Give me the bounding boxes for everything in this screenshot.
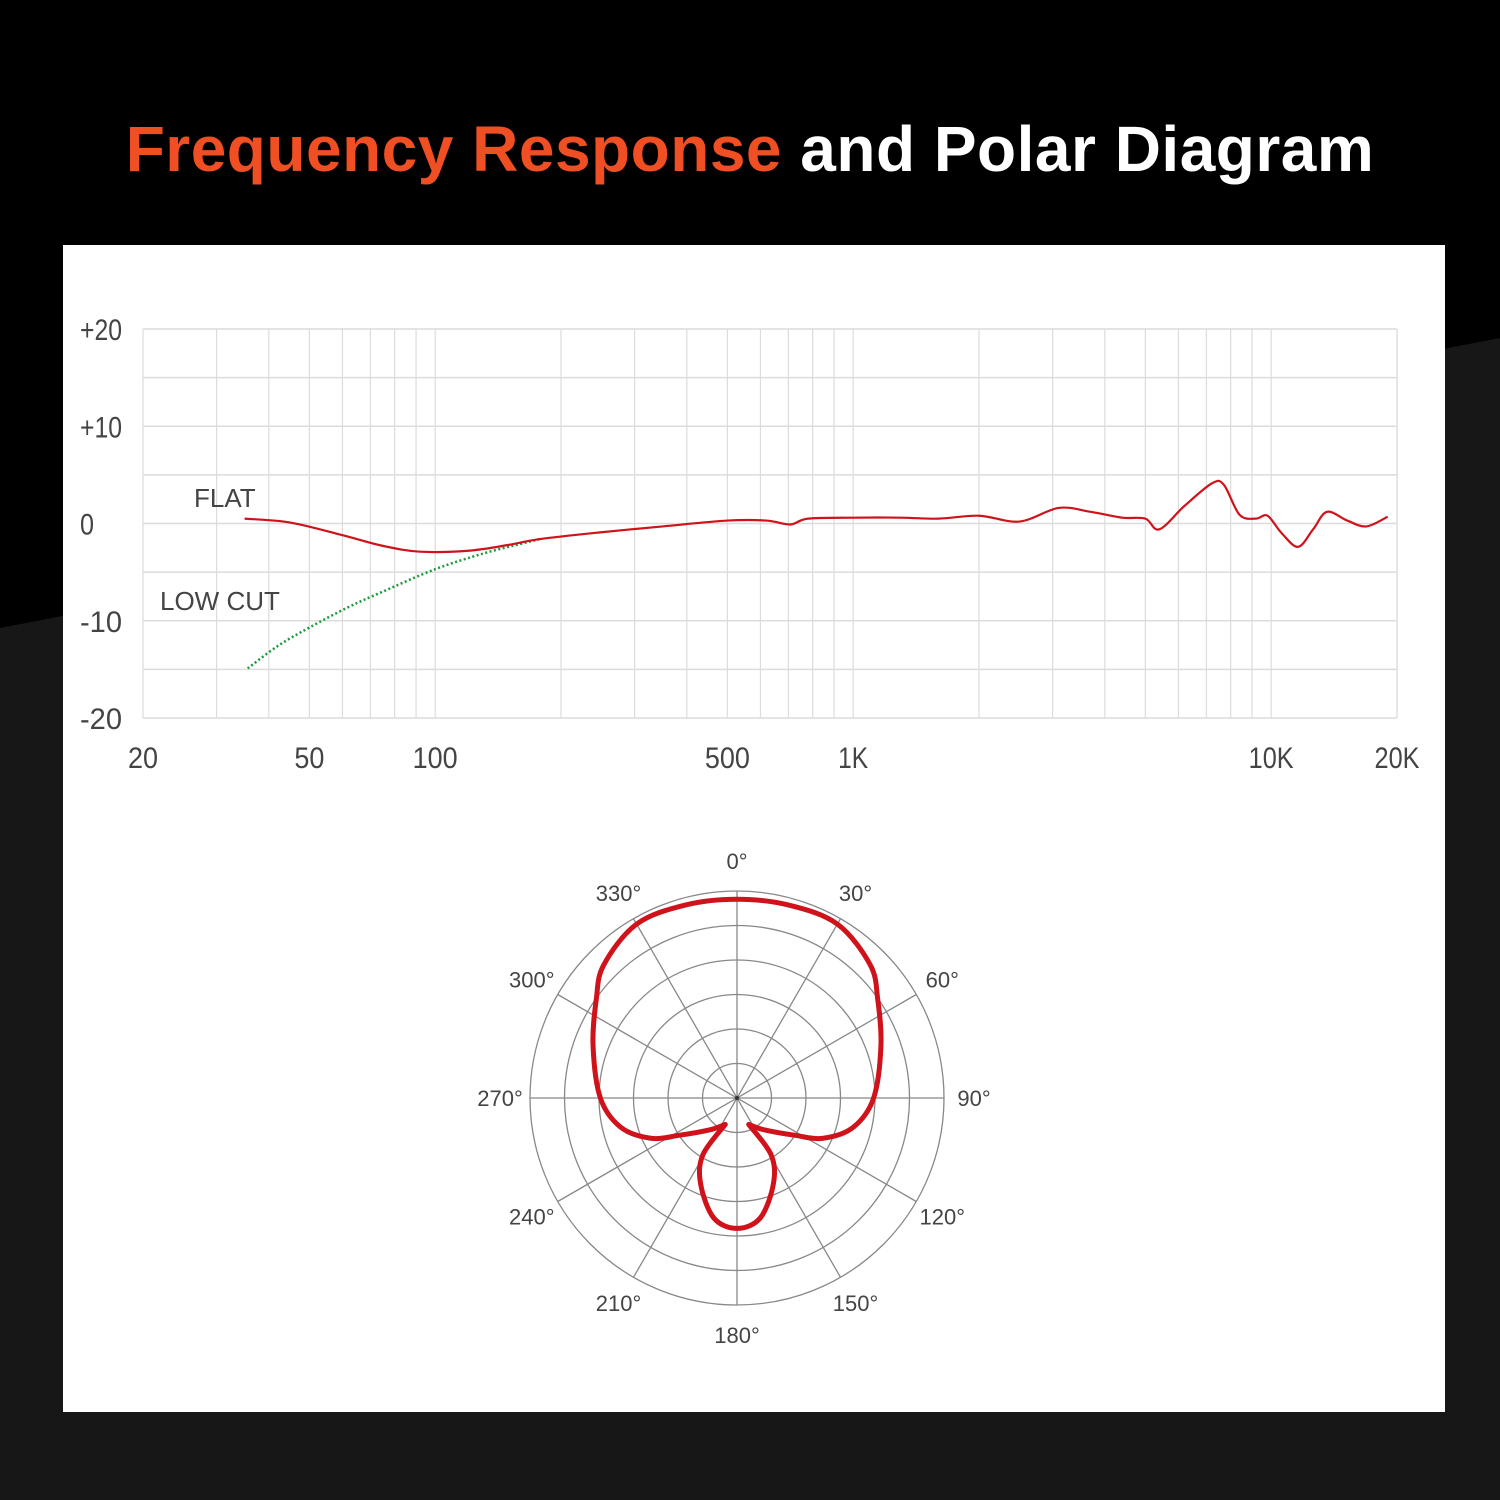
polar-angle-label: 240° xyxy=(509,1205,555,1230)
polar-angle-label: 150° xyxy=(833,1291,879,1316)
x-tick-label: 1K xyxy=(838,742,868,775)
freq-grid xyxy=(142,328,1398,719)
polar-angle-label: 30° xyxy=(839,881,872,906)
page-title: Frequency Response and Polar Diagram xyxy=(0,112,1500,186)
x-tick-label: 50 xyxy=(294,742,324,775)
polar-angle-label: 300° xyxy=(509,968,555,993)
polar-rear-lobe xyxy=(696,1121,778,1231)
x-tick-label: 100 xyxy=(413,742,458,775)
x-tick-label: 20 xyxy=(128,742,158,775)
y-tick-label: +20 xyxy=(80,314,122,347)
polar-angle-label: 90° xyxy=(957,1086,990,1111)
flat-series-label: FLAT xyxy=(194,483,256,513)
polar-angle-label: 120° xyxy=(919,1205,965,1230)
polar-angle-label: 0° xyxy=(726,849,747,874)
title-rest: and Polar Diagram xyxy=(800,113,1375,185)
low-cut-curve xyxy=(246,537,541,670)
y-tick-label: -20 xyxy=(80,703,122,736)
polar-angle-label: 270° xyxy=(477,1086,523,1111)
polar-angle-label: 210° xyxy=(596,1291,642,1316)
x-tick-label: 500 xyxy=(705,742,750,775)
title-accent: Frequency Response xyxy=(125,113,783,185)
flat-curve xyxy=(244,479,1389,554)
y-tick-label: 0 xyxy=(80,509,94,542)
chart-card xyxy=(63,245,1445,1412)
x-tick-label: 10K xyxy=(1249,742,1294,775)
x-tick-label: 20K xyxy=(1375,742,1420,775)
y-tick-label: +10 xyxy=(80,411,122,444)
polar-angle-label: 330° xyxy=(596,881,642,906)
y-tick-label: -10 xyxy=(80,606,122,639)
polar-front-lobe xyxy=(590,896,884,1142)
polar-angle-label: 60° xyxy=(926,968,959,993)
polar-center-dot xyxy=(735,1096,739,1100)
polar-angle-label: 180° xyxy=(714,1323,760,1348)
low-cut-series-label: LOW CUT xyxy=(160,586,280,616)
